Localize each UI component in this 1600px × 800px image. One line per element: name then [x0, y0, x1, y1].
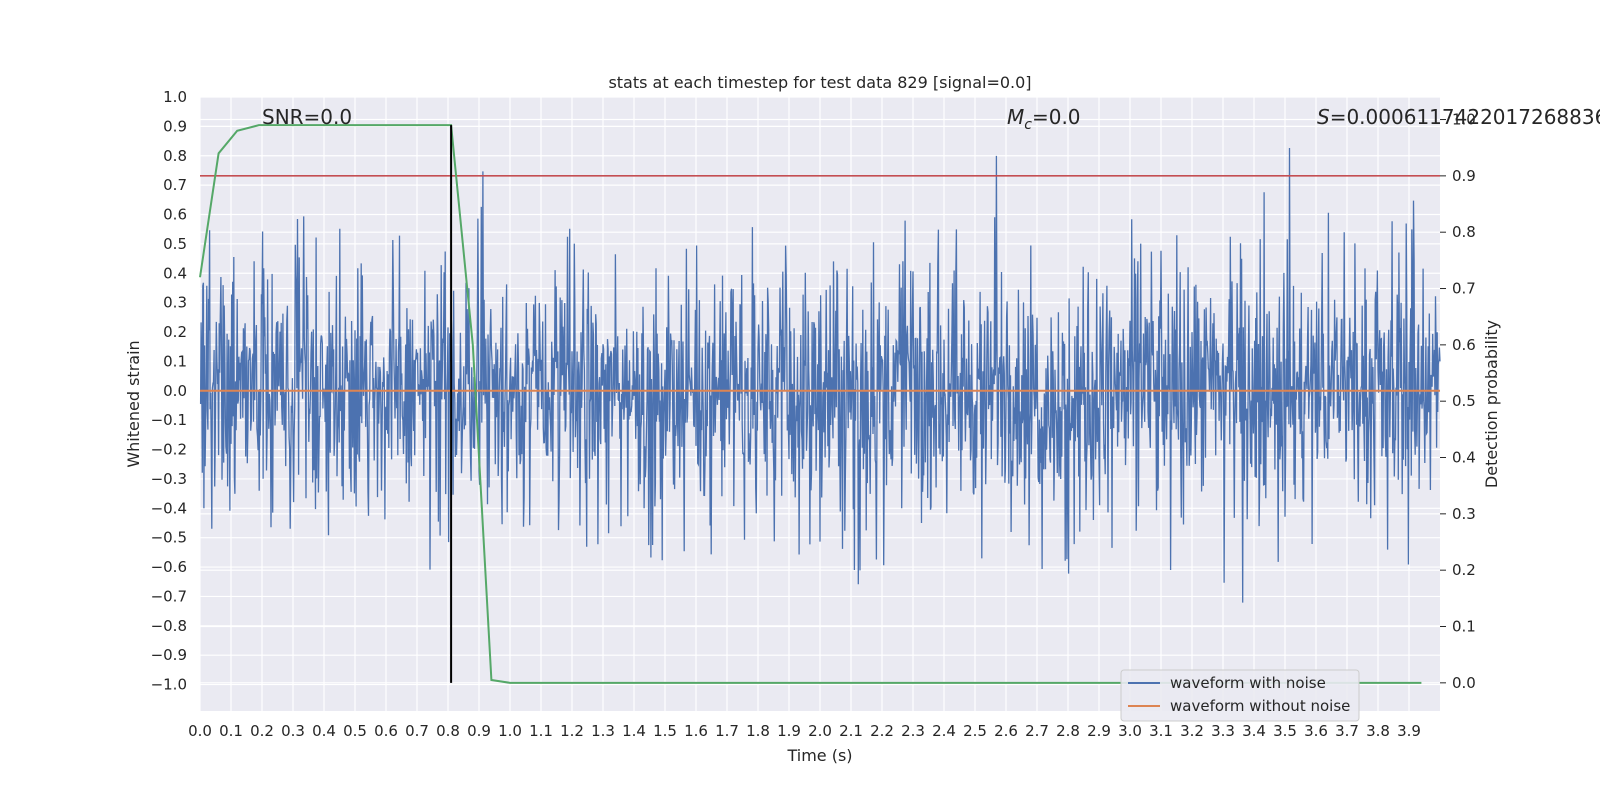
x-tick-label: 2.8 — [1056, 722, 1080, 740]
x-tick-label: 0.0 — [188, 722, 212, 740]
x-tick-label: 1.7 — [715, 722, 739, 740]
y-tick-label: 0.5 — [163, 235, 187, 253]
x-tick-label: 0.5 — [343, 722, 367, 740]
x-tick-label: 1.4 — [622, 722, 646, 740]
s-symbol: S — [1317, 105, 1330, 129]
y-tick-label: −0.6 — [151, 558, 187, 576]
s-value: =0.0006117422017268836 — [1330, 105, 1600, 129]
s-annotation: S=0.0006117422017268836 — [1317, 105, 1600, 129]
x-tick-label: 2.4 — [932, 722, 956, 740]
y-tick-label: −1.0 — [151, 676, 187, 694]
y2-tick-label: 0.8 — [1452, 223, 1476, 241]
snr-annotation: SNR=0.0 — [262, 105, 352, 129]
x-tick-label: 1.6 — [684, 722, 708, 740]
x-tick-label: 1.9 — [777, 722, 801, 740]
chart-title: stats at each timestep for test data 829… — [608, 73, 1031, 92]
x-tick-label: 1.0 — [498, 722, 522, 740]
x-tick-label: 2.0 — [808, 722, 832, 740]
x-tick-label: 1.2 — [560, 722, 584, 740]
x-tick-label: 2.3 — [901, 722, 925, 740]
y-tick-label: −0.2 — [151, 441, 187, 459]
y-tick-label: 0.3 — [163, 294, 187, 312]
y2-tick-label: 0.1 — [1452, 618, 1476, 636]
y2-tick-label: 0.7 — [1452, 280, 1476, 298]
y-axis-label: Whitened strain — [124, 340, 143, 467]
y2-tick-label: 0.3 — [1452, 505, 1476, 523]
x-tick-label: 3.3 — [1211, 722, 1235, 740]
legend-label-clean: waveform without noise — [1170, 697, 1350, 715]
chirp-mass-symbol: M — [1007, 105, 1024, 129]
y-tick-label: 0.6 — [163, 206, 187, 224]
x-tick-label: 2.9 — [1087, 722, 1111, 740]
y-tick-label: 0.2 — [163, 323, 187, 341]
y-tick-label: 0.4 — [163, 264, 187, 282]
x-tick-label: 2.2 — [870, 722, 894, 740]
y-tick-label: −0.9 — [151, 646, 187, 664]
x-axis-label: Time (s) — [786, 746, 852, 765]
y-tick-label: 0.1 — [163, 352, 187, 370]
detection-probability-line — [199, 124, 1422, 684]
x-tick-label: 0.9 — [467, 722, 491, 740]
x-tick-label: 0.3 — [281, 722, 305, 740]
legend: waveform with noise waveform without noi… — [1120, 669, 1360, 722]
y-tick-label: −0.8 — [151, 617, 187, 635]
y2-tick-label: 1.0 — [1452, 111, 1476, 129]
x-tick-label: 3.4 — [1242, 722, 1266, 740]
x-tick-label: 3.2 — [1180, 722, 1204, 740]
x-tick-label: 0.7 — [405, 722, 429, 740]
chirp-mass-value: =0.0 — [1032, 105, 1081, 129]
x-tick-label: 2.6 — [994, 722, 1018, 740]
x-tick-label: 0.6 — [374, 722, 398, 740]
y2-tick-label: 0.6 — [1452, 336, 1476, 354]
y-tick-label: −0.5 — [151, 529, 187, 547]
y-tick-label: 1.0 — [163, 88, 187, 106]
x-tick-label: 0.8 — [436, 722, 460, 740]
y2-axis-label: Detection probability — [1482, 320, 1501, 488]
x-tick-label: 3.0 — [1118, 722, 1142, 740]
y2-tick-label: 0.5 — [1452, 392, 1476, 410]
y2-tick-label: 0.0 — [1452, 674, 1476, 692]
x-tick-label: 2.7 — [1025, 722, 1049, 740]
y-tick-label: −0.4 — [151, 499, 187, 517]
y-tick-label: −0.3 — [151, 470, 187, 488]
y-tick-label: −0.7 — [151, 587, 187, 605]
chirp-mass-subscript: c — [1024, 117, 1032, 133]
x-tick-label: 0.1 — [219, 722, 243, 740]
x-tick-label: 3.6 — [1304, 722, 1328, 740]
y2-tick-label: 0.4 — [1452, 449, 1476, 467]
y2-tick-label: 0.9 — [1452, 167, 1476, 185]
y2-tick-label: 0.2 — [1452, 561, 1476, 579]
y-tick-label: 0.8 — [163, 147, 187, 165]
y-tick-label: −0.1 — [151, 411, 187, 429]
x-tick-label: 0.2 — [250, 722, 274, 740]
x-tick-label: 2.5 — [963, 722, 987, 740]
x-tick-label: 0.4 — [312, 722, 336, 740]
x-tick-label: 1.8 — [746, 722, 770, 740]
x-tick-label: 3.1 — [1149, 722, 1173, 740]
y-tick-label: 0.7 — [163, 176, 187, 194]
x-tick-label: 3.5 — [1273, 722, 1297, 740]
y-tick-label: 0.9 — [163, 117, 187, 135]
x-tick-label: 1.3 — [591, 722, 615, 740]
x-tick-label: 1.5 — [653, 722, 677, 740]
x-tick-label: 1.1 — [529, 722, 553, 740]
legend-label-noise: waveform with noise — [1170, 674, 1326, 692]
x-tick-label: 3.7 — [1335, 722, 1359, 740]
line-series — [199, 124, 1440, 684]
noise-series — [199, 147, 1441, 603]
noise-waveform-line — [199, 147, 1441, 603]
x-tick-label: 3.9 — [1397, 722, 1421, 740]
x-tick-label: 2.1 — [839, 722, 863, 740]
chirp-mass-annotation: Mc=0.0 — [1007, 105, 1081, 133]
x-tick-label: 3.8 — [1366, 722, 1390, 740]
y-tick-label: 0.0 — [163, 382, 187, 400]
legend-box — [1120, 669, 1360, 722]
ticks: 0.0 0.1 0.2 0.3 0.4 0.5 0.6 0.7 0.8 0.9 1.0 1.1 1.2 1… — [151, 88, 1476, 740]
